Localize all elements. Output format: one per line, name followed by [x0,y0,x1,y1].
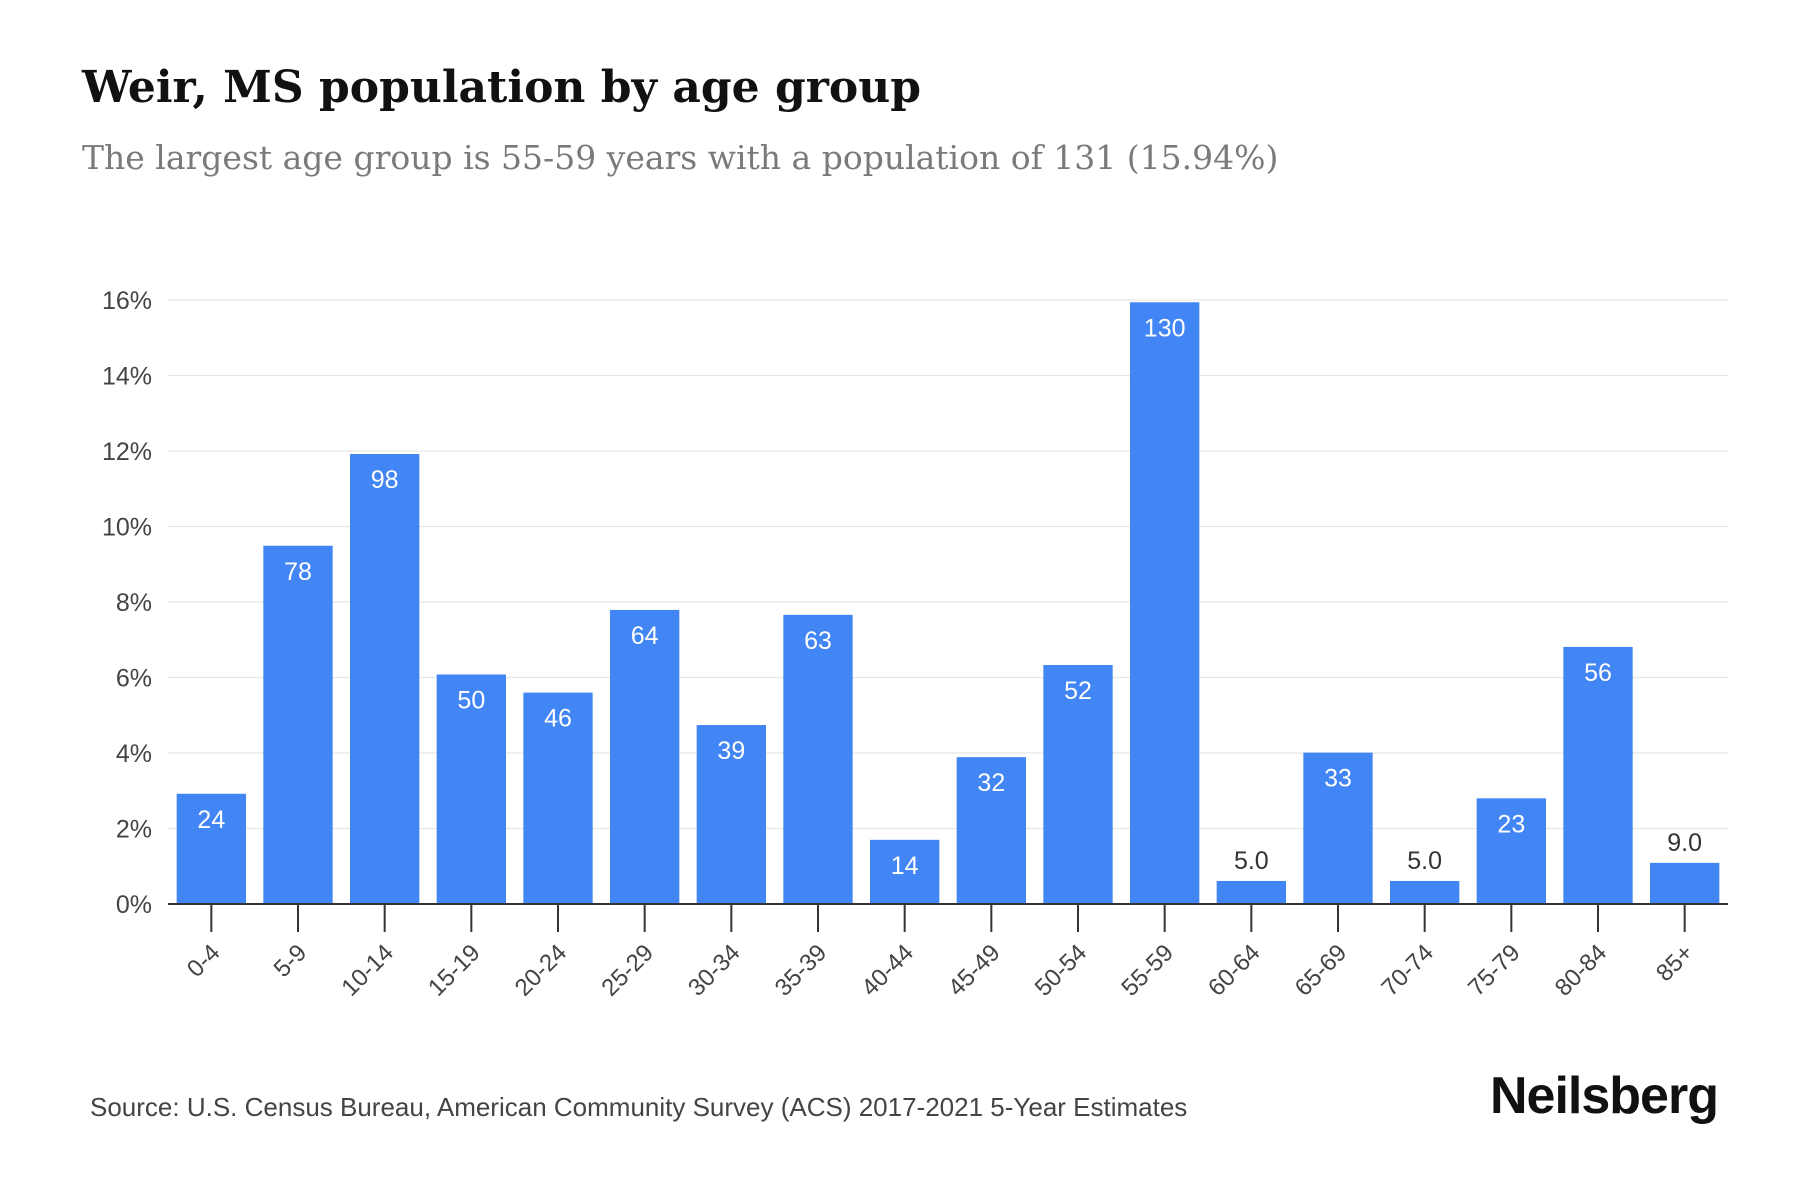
data-labels: 24 78 98 50 46 64 39 63 14 32 52 130 5.0 33 5.0 23 56 9.0 [197,314,1702,880]
x-tick-label: 80-84 [1550,939,1613,1002]
x-axis: 0-4 5-9 10-14 15-19 20-24 25-29 30-34 35-39 40-4… [168,903,1728,1002]
data-label: 32 [977,769,1005,797]
data-label: 14 [891,852,919,880]
x-tick-label: 85+ [1651,939,1699,987]
x-tick-label: 55-59 [1116,939,1179,1002]
data-label: 23 [1497,810,1525,838]
y-tick-label: 12% [102,438,152,466]
x-tick-label: 20-24 [510,939,573,1002]
bar [696,725,766,904]
bar [1476,798,1546,904]
x-tick-label: 5-9 [269,939,313,983]
brand-logo: Neilsberg [1490,1067,1719,1125]
source-note: Source: U.S. Census Bureau, American Com… [90,1092,1188,1122]
bar [1216,880,1286,904]
data-label: 78 [284,558,312,586]
bar [350,454,420,904]
data-label: 50 [457,686,485,714]
bar [956,757,1026,904]
bar [870,839,940,904]
y-axis-tick-labels: 0% 2% 4% 6% 8% 10% 12% 14% 16% [102,287,152,919]
y-tick-label: 16% [102,287,152,315]
bars [176,302,1720,904]
x-tick-label: 15-19 [423,939,486,1002]
data-label: 5.0 [1407,847,1442,875]
x-tick-label: 45-49 [943,939,1006,1002]
bar-chart: 0% 2% 4% 6% 8% 10% 12% 14% 16% 24 78 98 50 46 64 39 63 1… [102,287,1728,1002]
x-tick-label: 30-34 [683,939,746,1002]
y-tick-label: 8% [116,589,152,617]
x-tick-label: 25-29 [596,939,659,1002]
data-label: 39 [717,737,745,765]
bar [1043,665,1113,904]
y-tick-label: 2% [116,816,152,844]
data-label: 63 [804,627,832,655]
y-tick-label: 6% [116,665,152,693]
data-label: 130 [1144,314,1186,342]
bar [610,609,680,904]
data-label: 9.0 [1667,829,1702,857]
x-tick-label: 0-4 [182,939,226,983]
data-label: 52 [1064,677,1092,705]
bar [176,793,246,904]
bar [783,614,853,904]
data-label: 98 [371,466,399,494]
grid-lines [168,299,1728,830]
bar [436,674,506,904]
bar [1303,752,1373,904]
data-label: 46 [544,705,572,733]
y-tick-label: 10% [102,514,152,542]
data-label: 5.0 [1234,847,1269,875]
x-tick-label: 65-69 [1290,939,1353,1002]
x-tick-label: 70-74 [1376,939,1439,1002]
bar [1390,880,1460,904]
bar [523,692,593,904]
chart-title: Weir, MS population by age group [82,62,922,113]
bar [263,545,333,904]
data-label: 56 [1584,659,1612,687]
y-tick-label: 0% [116,891,152,919]
x-tick-label: 10-14 [336,939,399,1002]
data-label: 64 [631,622,659,650]
data-label: 24 [197,806,225,834]
x-tick-label: 35-39 [770,939,833,1002]
x-tick-label: 40-44 [856,939,919,1002]
y-tick-label: 14% [102,363,152,391]
x-tick-label: 60-64 [1203,939,1266,1002]
bar [1130,302,1200,904]
x-tick-label: 50-54 [1030,939,1093,1002]
data-label: 33 [1324,765,1352,793]
bar [1650,862,1720,904]
chart-subtitle: The largest age group is 55-59 years wit… [82,138,1279,177]
y-tick-label: 4% [116,740,152,768]
x-tick-label: 75-79 [1463,939,1526,1002]
bar [1563,646,1633,904]
